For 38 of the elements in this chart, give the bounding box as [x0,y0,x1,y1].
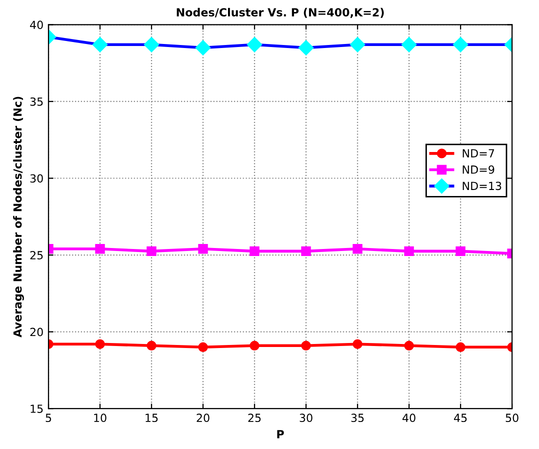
x-tick-label: 5 [46,414,52,422]
point [198,342,208,352]
x-tick-label: 50 [506,414,518,422]
x-tick-label: 45 [454,414,467,422]
legend-label: ND=7 [462,149,494,158]
point [250,340,260,350]
chart-title: Nodes/Cluster Vs. P (N=400,K=2) [176,8,384,18]
x-tick-label: 10 [94,414,106,422]
point [352,244,362,254]
point [95,339,105,349]
y-tick-label: 30 [30,174,43,183]
point [250,246,260,256]
x-tick-label: 25 [248,414,261,422]
x-tick-label: 40 [402,414,416,422]
x-axis-title: P [277,430,284,438]
point [146,246,156,256]
point [404,340,414,350]
point [352,339,362,349]
y-tick-label: 20 [30,328,43,336]
y-tick-label: 15 [30,404,43,413]
point [456,246,466,256]
x-tick-label: 35 [351,414,364,422]
x-tick-label: 30 [300,414,312,422]
x-tick-label: 20 [196,414,210,422]
point [146,340,156,350]
legend-label: ND=13 [462,182,502,190]
point [95,244,105,254]
legend-label: ND=9 [462,165,494,174]
point [301,340,311,350]
y-tick-label: 25 [30,251,43,260]
y-tick-label: 40 [30,20,43,30]
x-tick-label: 15 [146,414,158,422]
y-tick-label: 35 [30,97,43,106]
point [301,246,311,256]
y-axis-title: Average Number of Nodes/cluster (Nc) [13,96,24,338]
point [198,244,208,254]
point [404,246,414,256]
point [456,342,466,352]
